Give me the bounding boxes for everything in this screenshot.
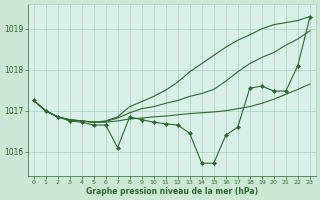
X-axis label: Graphe pression niveau de la mer (hPa): Graphe pression niveau de la mer (hPa)	[86, 187, 258, 196]
